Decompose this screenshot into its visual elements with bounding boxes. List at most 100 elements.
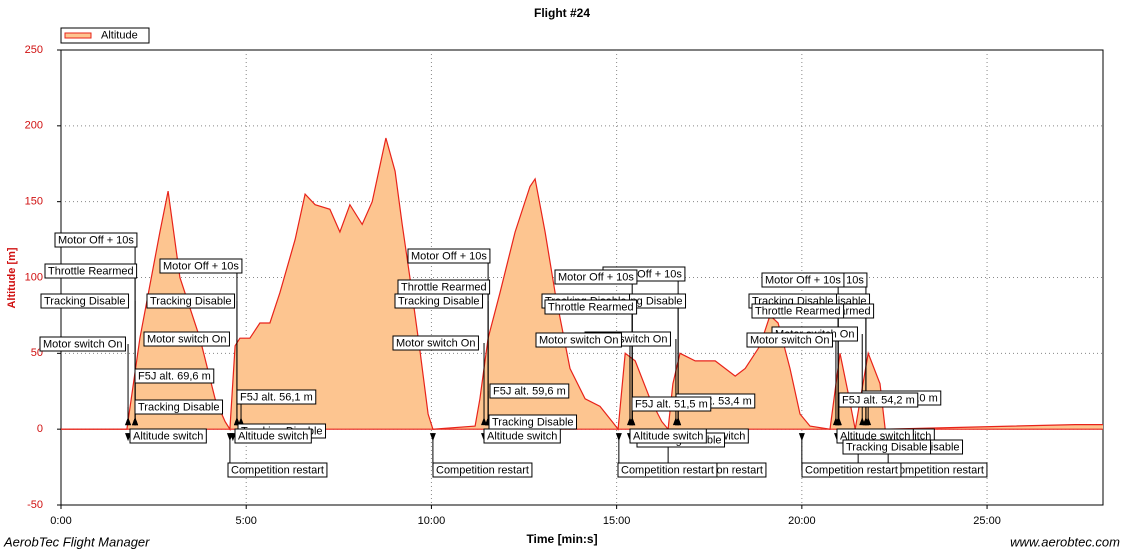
- annotation: Tracking Disable: [488, 414, 578, 430]
- annotation: Competition restart: [617, 462, 718, 478]
- annotation-box: [143, 331, 230, 347]
- annotation-label: Tracking Disable: [150, 295, 232, 307]
- annotation-box: [544, 299, 638, 315]
- annotation: Throttle Rearmed: [751, 303, 845, 319]
- annotation: Competition restart: [227, 462, 328, 478]
- annotation-arrowhead: [226, 433, 233, 442]
- annotation: Altitude switch: [129, 428, 207, 444]
- annotation-arrowhead: [859, 417, 866, 426]
- annotation: Tracking Disable: [394, 293, 484, 309]
- y-tick-label: -50: [27, 499, 43, 511]
- y-tick-label: 250: [25, 44, 43, 56]
- annotation: Motor Off + 10s: [159, 258, 243, 274]
- annotation: Tracking Disable: [40, 293, 130, 309]
- annotation-label: Motor Off + 10s: [411, 250, 487, 262]
- annotation-label: Altitude switch: [487, 430, 557, 442]
- annotation-arrowhead: [481, 417, 488, 426]
- footer-left: AerobTec Flight Manager: [3, 534, 150, 549]
- annotation-box: [617, 462, 718, 478]
- annotation: Tracking Disable: [842, 439, 932, 455]
- annotation-label: Competition restart: [621, 464, 714, 476]
- annotation-box: [44, 263, 138, 279]
- annotation: F5J alt. 59,6 m: [489, 383, 570, 399]
- annotation-arrowhead: [132, 417, 139, 426]
- annotation-arrowhead: [125, 417, 132, 426]
- annotation: Throttle Rearmed: [544, 299, 638, 315]
- annotation: Tracking Disable: [146, 293, 236, 309]
- annotation-label: Motor switch On: [539, 334, 618, 346]
- x-axis-label: Time [min:s]: [526, 532, 597, 546]
- y-tick-label: 0: [37, 423, 43, 435]
- annotation-box: [394, 293, 484, 309]
- annotation-label: Tracking Disable: [492, 416, 574, 428]
- annotation: Motor Off + 10s: [761, 272, 845, 288]
- annotation-label: F5J alt. 51,5 m: [635, 398, 708, 410]
- annotation-label: Tracking Disable: [398, 295, 480, 307]
- annotation-label: Motor Off + 10s: [558, 271, 634, 283]
- annotation-box: [146, 293, 236, 309]
- annotation-box: [535, 332, 622, 348]
- line: [61, 137, 1103, 432]
- annotation-box: [838, 392, 919, 408]
- annotation: Altitude switch: [234, 428, 312, 444]
- y-tick-label: 100: [25, 271, 43, 283]
- annotation-box: [159, 258, 243, 274]
- annotation-box: [40, 293, 130, 309]
- annotation-box: [483, 428, 561, 444]
- x-tick-label: 10:00: [418, 515, 446, 527]
- annotation-box: [392, 335, 479, 351]
- annotation-label: Throttle Rearmed: [548, 301, 634, 313]
- annotation-arrowhead: [629, 417, 636, 426]
- annotation-label: Throttle Rearmed: [48, 265, 134, 277]
- annotation-box: [432, 462, 533, 478]
- annotation-box: [234, 428, 312, 444]
- legend-label: Altitude: [101, 29, 138, 41]
- area: [61, 138, 1103, 430]
- annotation-box: [631, 396, 712, 412]
- annotation-arrowhead: [238, 417, 245, 426]
- annotation: F5J alt. 56,1 m: [236, 389, 317, 405]
- annotation-label: F5J alt. 54,2 m: [842, 394, 915, 406]
- x-tick-label: 5:00: [236, 515, 257, 527]
- annotation: Motor switch On: [143, 331, 230, 347]
- annotation-box: [407, 248, 491, 264]
- chart-title: Flight #24: [534, 6, 590, 20]
- legend-swatch: [64, 32, 92, 39]
- y-tick-label: 150: [25, 196, 43, 208]
- annotation-label: Competition restart: [231, 464, 324, 476]
- annotation-label: Throttle Rearmed: [755, 305, 841, 317]
- annotation: Competition restart: [887, 462, 988, 478]
- annotation-arrowhead: [798, 433, 805, 442]
- annotation-box: [746, 332, 833, 348]
- annotation-box: [236, 389, 317, 405]
- annotation-arrowhead: [865, 417, 872, 426]
- annotation-label: Motor switch On: [396, 337, 475, 349]
- annotation: Motor switch On: [392, 335, 479, 351]
- annotation-label: Throttle Rearmed: [401, 281, 487, 293]
- legend-box: [60, 27, 150, 44]
- annotation-label: Altitude switch: [238, 430, 308, 442]
- annotation-label: Altitude switch: [133, 430, 203, 442]
- annotation-label: F5J alt. 59,6 m: [493, 385, 566, 397]
- annotation-box: [554, 269, 638, 285]
- annotation-label: Competition restart: [436, 464, 529, 476]
- annotation-arrowhead: [429, 433, 436, 442]
- annotation-label: Motor Off + 10s: [765, 274, 841, 286]
- annotation-box: [134, 399, 224, 415]
- annotation-box: [761, 272, 845, 288]
- annotation-box: [842, 439, 932, 455]
- annotation: Motor switch On: [746, 332, 833, 348]
- annotation-box: [54, 232, 138, 248]
- x-tick-label: 25:00: [973, 515, 1001, 527]
- annotation-label: Motor switch On: [43, 338, 122, 350]
- x-tick-label: 0:00: [50, 515, 71, 527]
- annotation: Altitude switch: [483, 428, 561, 444]
- annotation: Tracking Disable: [134, 399, 224, 415]
- annotation: Motor switch On: [535, 332, 622, 348]
- annotation-box: [751, 303, 845, 319]
- legend: Altitude: [60, 27, 150, 44]
- annotation-arrowhead: [233, 417, 240, 426]
- y-tick-label: 200: [25, 120, 43, 132]
- annotation: F5J alt. 54,2 m: [838, 392, 919, 408]
- annotation: F5J alt. 69,6 m: [134, 368, 215, 384]
